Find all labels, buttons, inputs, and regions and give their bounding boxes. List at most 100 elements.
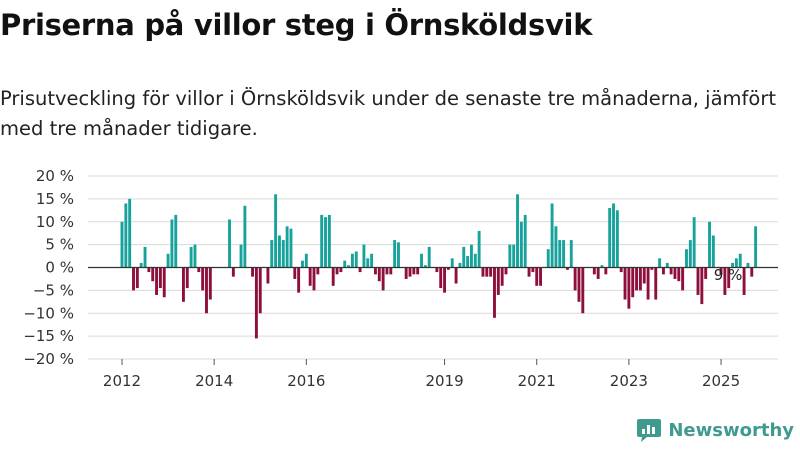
bar bbox=[469, 244, 473, 268]
bar bbox=[631, 267, 635, 298]
bar bbox=[554, 226, 558, 268]
bar bbox=[527, 267, 531, 277]
bar bbox=[197, 267, 201, 273]
bar bbox=[573, 267, 577, 291]
y-tick-label: 20 % bbox=[36, 167, 74, 185]
bar bbox=[681, 267, 685, 291]
bar bbox=[658, 258, 662, 268]
bar bbox=[531, 267, 535, 273]
bar bbox=[450, 258, 454, 268]
bar bbox=[158, 267, 162, 289]
x-tick-label: 2025 bbox=[702, 372, 740, 390]
bar bbox=[412, 267, 416, 275]
bar-chart-logo-icon bbox=[637, 419, 662, 442]
bar bbox=[458, 262, 462, 268]
bar bbox=[623, 267, 627, 300]
bar bbox=[692, 217, 696, 268]
bar bbox=[462, 246, 466, 268]
bar bbox=[143, 246, 147, 268]
bar bbox=[673, 267, 677, 279]
bar bbox=[504, 267, 508, 275]
bar bbox=[147, 267, 151, 273]
bar bbox=[239, 244, 243, 268]
bar bbox=[324, 217, 327, 268]
bar bbox=[347, 265, 351, 268]
bar bbox=[750, 267, 754, 277]
bar bbox=[408, 267, 412, 277]
bar bbox=[477, 230, 481, 268]
bar bbox=[427, 246, 431, 268]
y-tick-label: −15 % bbox=[23, 327, 74, 345]
chart-subtitle: Prisutveckling för villor i Örnsköldsvik… bbox=[0, 87, 776, 140]
bar bbox=[665, 262, 669, 268]
bar bbox=[704, 267, 708, 279]
bar bbox=[454, 267, 458, 284]
annotations: 9 % bbox=[714, 266, 743, 284]
bar bbox=[677, 267, 681, 282]
bar bbox=[592, 267, 596, 275]
bar bbox=[746, 262, 750, 268]
x-tick-label: 2014 bbox=[195, 372, 233, 390]
bar bbox=[312, 267, 316, 291]
y-tick-label: 15 % bbox=[36, 190, 74, 208]
bar bbox=[201, 267, 205, 291]
bar bbox=[389, 267, 393, 275]
bar bbox=[366, 258, 370, 268]
data-label: 9 % bbox=[714, 266, 743, 284]
x-tick-label: 2019 bbox=[425, 372, 463, 390]
bar bbox=[565, 267, 569, 270]
bar bbox=[373, 267, 377, 275]
bar bbox=[243, 205, 247, 268]
bar bbox=[654, 267, 658, 300]
bar bbox=[331, 267, 335, 286]
x-axis-ticks: 2012 2014 2016 2019 2021 2023 2025 bbox=[103, 359, 740, 390]
bar bbox=[642, 267, 646, 284]
bar bbox=[569, 240, 573, 268]
bar bbox=[281, 240, 285, 268]
bar bbox=[627, 267, 631, 309]
bar bbox=[362, 244, 366, 268]
bar bbox=[377, 267, 381, 282]
bar bbox=[151, 267, 155, 282]
bar bbox=[135, 267, 139, 289]
bar bbox=[581, 267, 585, 314]
newsworthy-logo: Newsworthy bbox=[636, 416, 794, 444]
bar bbox=[600, 265, 604, 268]
bar bbox=[731, 262, 735, 268]
bar bbox=[435, 267, 439, 273]
bar bbox=[316, 267, 320, 275]
bar bbox=[493, 267, 496, 318]
bar bbox=[266, 267, 270, 284]
bar bbox=[562, 240, 566, 268]
y-tick-label: −20 % bbox=[23, 350, 74, 368]
bar bbox=[120, 221, 124, 268]
chart-title: Priserna på villor steg i Örnsköldsvik bbox=[0, 8, 593, 42]
bar bbox=[742, 267, 746, 295]
bar bbox=[354, 251, 358, 268]
bar bbox=[446, 267, 450, 270]
bar bbox=[754, 226, 758, 268]
bar bbox=[577, 267, 581, 302]
bar bbox=[289, 228, 293, 268]
bar bbox=[231, 267, 235, 277]
bar bbox=[358, 267, 362, 273]
bar bbox=[228, 219, 231, 268]
bar bbox=[189, 246, 193, 268]
bar bbox=[727, 267, 731, 289]
x-tick-label: 2023 bbox=[610, 372, 648, 390]
bar bbox=[646, 267, 650, 300]
bar bbox=[132, 267, 135, 291]
bar bbox=[539, 267, 543, 286]
bar bbox=[128, 198, 132, 268]
bar bbox=[523, 214, 527, 268]
brand-name: Newsworthy bbox=[668, 419, 794, 441]
bar bbox=[734, 258, 738, 268]
bar bbox=[258, 267, 262, 314]
bar bbox=[174, 214, 178, 268]
bar bbox=[297, 267, 301, 293]
bar bbox=[274, 194, 278, 268]
bar bbox=[508, 244, 512, 268]
bar bbox=[162, 267, 166, 298]
bar bbox=[635, 267, 639, 291]
bar bbox=[443, 267, 447, 293]
